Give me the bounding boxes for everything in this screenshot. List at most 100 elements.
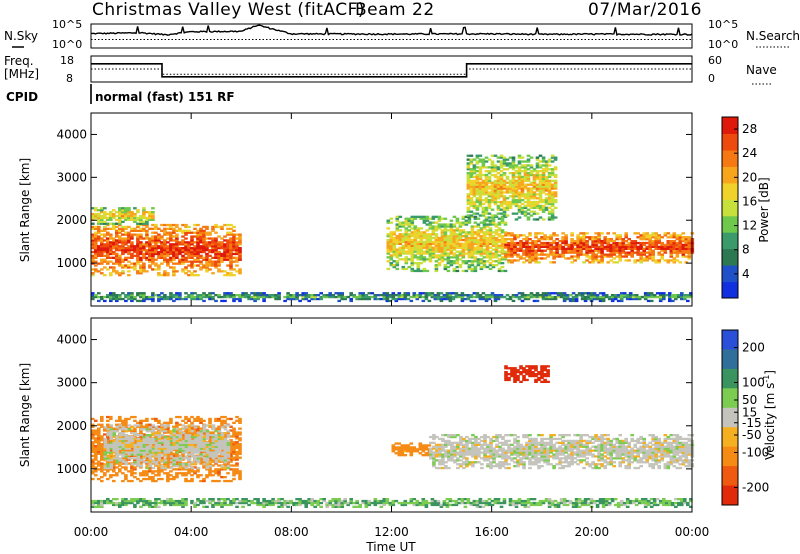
power-cell-3 bbox=[546, 236, 550, 239]
power-cell-3 bbox=[648, 238, 652, 241]
power-cell-0 bbox=[118, 254, 122, 257]
power-cell-0 bbox=[169, 266, 173, 269]
power-cell-0 bbox=[115, 256, 119, 259]
velocity-cell-1 bbox=[109, 437, 114, 441]
velocity-cell-0 bbox=[229, 441, 233, 444]
power-cell-2 bbox=[401, 233, 406, 236]
velocity-cell-0 bbox=[211, 458, 215, 461]
power-cell-0 bbox=[202, 245, 206, 248]
power-cell-2 bbox=[482, 221, 487, 224]
power-cell-3 bbox=[627, 247, 631, 250]
power-cell-0 bbox=[202, 264, 206, 267]
velocity-cell-0 bbox=[169, 477, 173, 481]
power-cell-2 bbox=[491, 242, 496, 245]
power-cell-4 bbox=[511, 199, 516, 202]
power-cell-4 bbox=[529, 156, 534, 159]
velocity-cell-0 bbox=[184, 468, 188, 471]
power-cell-0 bbox=[130, 262, 134, 265]
power-cell-0 bbox=[115, 225, 119, 229]
power-cell-4 bbox=[478, 172, 483, 175]
power-cell-3 bbox=[507, 234, 511, 237]
power-cell-0 bbox=[145, 233, 149, 236]
velocity-cell-0 bbox=[109, 415, 113, 419]
power-cell-2 bbox=[425, 238, 430, 242]
power-cell-4 bbox=[466, 177, 471, 181]
power-cell-0 bbox=[181, 235, 185, 238]
power-cell-5 bbox=[169, 292, 173, 295]
velocity-cell-0 bbox=[142, 477, 146, 481]
power-cell-0 bbox=[103, 266, 107, 269]
power-cell-5 bbox=[574, 299, 579, 303]
power-cell-2 bbox=[473, 221, 478, 224]
power-cell-2 bbox=[437, 238, 442, 242]
power-cell-0 bbox=[118, 227, 122, 230]
power-cell-5 bbox=[328, 294, 332, 297]
power-cell-4 bbox=[535, 193, 540, 196]
power-cell-2 bbox=[479, 250, 484, 253]
power-cell-0 bbox=[154, 243, 158, 246]
power-cell-2 bbox=[482, 256, 487, 259]
power-cell-5 bbox=[244, 292, 248, 295]
velocity-cell-0 bbox=[94, 470, 98, 473]
power-cell-3 bbox=[678, 240, 683, 243]
power-cell-3 bbox=[585, 247, 589, 250]
power-cell-2 bbox=[494, 223, 499, 226]
power-cell-2 bbox=[401, 248, 406, 251]
power-cell-1 bbox=[130, 211, 134, 214]
power-cell-0 bbox=[217, 256, 221, 259]
power-cell-4 bbox=[523, 185, 528, 188]
power-cell-5 bbox=[595, 295, 600, 299]
power-cell-3 bbox=[663, 245, 668, 248]
power-cell-0 bbox=[160, 247, 164, 250]
power-cell-3 bbox=[612, 257, 616, 260]
power-cell-5 bbox=[493, 295, 498, 299]
velocity-cell-0 bbox=[190, 470, 194, 473]
power-cell-3 bbox=[519, 240, 523, 243]
power-cell-2 bbox=[443, 229, 448, 232]
power-cell-0 bbox=[142, 249, 146, 252]
power-cell-5 bbox=[625, 294, 630, 297]
power-cell-2 bbox=[428, 246, 433, 249]
power-cell-3 bbox=[519, 243, 523, 247]
power-cell-0 bbox=[136, 262, 140, 265]
power-cell-4 bbox=[487, 187, 492, 190]
velocity-cell-0 bbox=[175, 460, 179, 463]
power-cell-4 bbox=[529, 202, 534, 206]
power-cell-3 bbox=[564, 249, 568, 252]
power-cell-4 bbox=[499, 170, 504, 173]
velocity-cell-0 bbox=[211, 470, 215, 473]
velocity-cell-0 bbox=[181, 472, 185, 475]
power-cell-4 bbox=[508, 187, 513, 190]
velocity-cell-0 bbox=[220, 448, 224, 452]
velocity-cell-0 bbox=[235, 431, 239, 434]
power-cell-4 bbox=[532, 183, 537, 186]
power-cell-2 bbox=[455, 246, 460, 249]
power-cell-5 bbox=[217, 295, 221, 299]
velocity-cell-0 bbox=[106, 423, 110, 426]
power-cell-2 bbox=[395, 248, 400, 251]
velocity-cell-1 bbox=[103, 445, 108, 448]
power-cell-3 bbox=[531, 257, 535, 260]
power-cell-2 bbox=[455, 262, 460, 265]
power-cell-4 bbox=[529, 210, 534, 213]
power-cell-3 bbox=[534, 255, 538, 258]
power-cell-0 bbox=[229, 249, 233, 252]
power-cell-1 bbox=[100, 216, 104, 220]
velocity-cell-1 bbox=[112, 435, 117, 439]
velocity-cell-0 bbox=[229, 450, 233, 454]
power-cell-5 bbox=[436, 294, 441, 297]
velocity-cell-0 bbox=[106, 470, 110, 473]
power-cell-5 bbox=[565, 294, 570, 297]
power-cell-4 bbox=[481, 202, 486, 206]
velocity-cell-0 bbox=[163, 468, 167, 471]
power-cell-0 bbox=[226, 252, 230, 256]
power-cell-2 bbox=[500, 248, 505, 251]
power-cell-0 bbox=[217, 270, 221, 273]
power-cell-2 bbox=[443, 248, 448, 251]
power-cell-0 bbox=[223, 235, 227, 238]
velocity-cell-0 bbox=[127, 429, 131, 432]
power-cell-0 bbox=[175, 250, 179, 254]
power-cell-4 bbox=[490, 168, 495, 171]
power-cell-1 bbox=[145, 211, 149, 214]
velocity-cell-0 bbox=[100, 470, 104, 473]
